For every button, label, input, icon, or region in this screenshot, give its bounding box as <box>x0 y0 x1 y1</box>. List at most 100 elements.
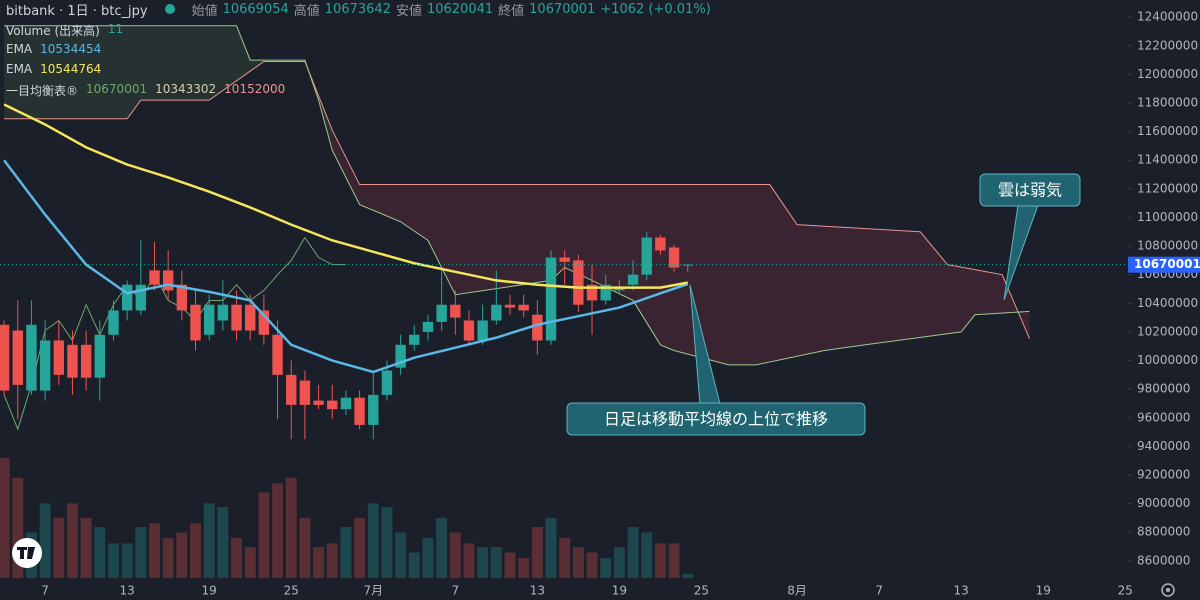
volume-bar <box>613 547 625 578</box>
candle-body <box>80 344 92 378</box>
candle-body <box>299 380 311 405</box>
volume-bar <box>340 527 352 578</box>
legend-ichimoku: 一目均衡表® 10670001 10343302 10152000 <box>6 82 285 99</box>
candle-body <box>682 264 693 266</box>
legend-value: 10152000 <box>224 82 286 96</box>
legend-value: 11 <box>107 22 124 36</box>
candle-body <box>272 334 283 375</box>
volume-bar <box>395 532 407 578</box>
candle-body <box>641 237 652 275</box>
candle-body <box>409 334 420 345</box>
y-tick-label: 9000000 <box>1137 496 1190 510</box>
candle-body <box>135 284 147 311</box>
volume-bar <box>203 503 215 578</box>
y-tick-label: 10000000 <box>1137 353 1198 367</box>
candle-body <box>108 310 119 335</box>
candle-body <box>504 304 516 308</box>
callout-box <box>979 173 1081 207</box>
volume-bar <box>80 517 92 578</box>
volume-bar <box>149 523 160 578</box>
volume-bar <box>53 517 65 578</box>
callout-box <box>566 402 866 436</box>
volume-bar <box>668 543 680 578</box>
candle-body <box>217 304 229 321</box>
candle-body <box>53 340 64 375</box>
legend-value: 10343302 <box>155 82 217 96</box>
candle-body <box>573 260 584 305</box>
volume-bar <box>682 573 694 578</box>
callout-text: 日足は移動平均線の上位で推移 <box>604 410 828 429</box>
y-tick-label: 8600000 <box>1137 553 1190 567</box>
settings-icon[interactable] <box>1161 583 1175 597</box>
legend-ema: EMA 10534454 <box>6 42 101 56</box>
volume-bar <box>0 457 10 578</box>
x-tick-label: 7月 <box>363 584 383 598</box>
candle-body <box>518 304 529 311</box>
lagging-span <box>3 236 346 431</box>
symbol: bitbank · 1日 · btc_jpy <box>6 3 148 19</box>
candle-body <box>0 324 10 391</box>
candle-body <box>368 394 379 425</box>
volume-bar <box>66 503 78 578</box>
volume-bar <box>586 552 598 578</box>
legend-volume: Volume (出来高) 11 <box>6 22 123 39</box>
volume-bar <box>231 537 243 578</box>
volume-bar <box>449 532 461 578</box>
volume-bar <box>477 547 489 578</box>
candle-body <box>327 400 338 410</box>
close-label: 終値 <box>498 3 525 19</box>
y-tick-label: 9200000 <box>1137 467 1190 481</box>
volume-bar <box>272 483 284 578</box>
candle-body <box>627 274 639 285</box>
legend-ema: EMA 10544764 <box>6 62 101 76</box>
candle-body <box>121 284 133 311</box>
plot-area <box>0 25 1031 578</box>
header: bitbank · 1日 · btc_jpy 始値 10669054 高値 1067… <box>6 0 711 19</box>
y-tick-label: 12200000 <box>1137 38 1198 52</box>
candle-body <box>258 310 270 335</box>
x-tick-label: 25 <box>284 584 299 598</box>
volume-bar <box>313 547 325 578</box>
volume-bar <box>121 543 133 578</box>
y-tick-label: 12000000 <box>1137 67 1198 81</box>
volume-bar <box>367 503 379 578</box>
callout-text: 雲は弱気 <box>998 181 1062 200</box>
y-tick-label: 9400000 <box>1137 439 1190 453</box>
volume-bar <box>504 552 516 578</box>
candle-body <box>655 237 666 251</box>
candle-body <box>190 304 201 341</box>
x-tick-label: 13 <box>530 584 545 598</box>
volume-bar <box>354 517 366 578</box>
candle-body <box>614 287 625 291</box>
x-tick-label: 7 <box>875 584 883 598</box>
candle-body <box>422 321 434 332</box>
ema-line <box>3 103 688 289</box>
volume-bar <box>463 543 475 578</box>
price-tag-label: 10670001 <box>1134 257 1200 271</box>
y-tick-label: 10800000 <box>1137 239 1198 253</box>
volume-bar <box>162 537 174 578</box>
volume-bar <box>135 527 147 578</box>
legend-value: 10544764 <box>40 62 102 76</box>
cloud <box>4 25 333 151</box>
legend-name: EMA <box>6 42 33 56</box>
close-value: 10670001 <box>529 1 596 17</box>
open-value: 10669054 <box>222 1 289 17</box>
callout <box>1003 204 1039 301</box>
high-value: 10673642 <box>324 1 391 17</box>
candle-body <box>203 304 215 335</box>
candle-body <box>436 304 447 322</box>
y-tick-label: 10200000 <box>1137 324 1198 338</box>
volume-bar <box>641 532 653 578</box>
candle-body <box>477 320 488 341</box>
candle-body <box>313 400 324 405</box>
y-tick-label: 11600000 <box>1137 124 1198 138</box>
volume-bar <box>12 477 24 578</box>
volume-bar <box>518 557 530 578</box>
volume-bar <box>627 527 639 578</box>
legend-value: 10534454 <box>40 42 102 56</box>
status-dot <box>164 4 175 14</box>
volume-bar <box>285 477 297 578</box>
x-tick-label: 25 <box>1118 584 1133 598</box>
